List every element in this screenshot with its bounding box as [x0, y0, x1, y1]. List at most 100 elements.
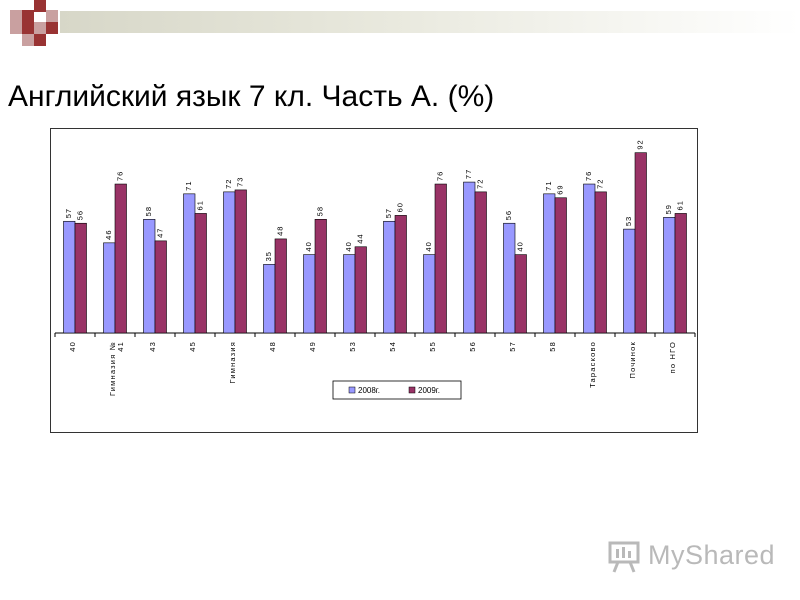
x-tick-label: 40	[68, 341, 77, 352]
bar-2009	[434, 183, 447, 334]
data-label: 44	[356, 233, 365, 243]
data-label: 69	[556, 184, 565, 194]
bar-2009	[114, 183, 127, 334]
data-label: 59	[664, 204, 673, 214]
x-tick-label: Починок	[628, 341, 637, 379]
legend-label-2008: 2008г.	[358, 386, 380, 395]
bar-2008	[663, 217, 676, 334]
bar-2008	[63, 220, 76, 334]
data-label: 72	[224, 179, 233, 189]
data-label: 77	[464, 169, 473, 179]
x-tick-label: 55	[428, 341, 437, 352]
bar-2009	[74, 222, 87, 334]
decoration-square	[34, 22, 46, 34]
data-label: 40	[424, 241, 433, 251]
data-label: 47	[156, 228, 165, 238]
bar-2008	[583, 183, 596, 334]
data-label: 61	[676, 200, 685, 210]
bar-2009	[314, 219, 327, 334]
bar-2008	[183, 193, 196, 334]
data-label: 56	[504, 210, 513, 220]
data-label: 56	[76, 210, 85, 220]
bar-2009	[634, 152, 647, 334]
bar-2008	[463, 181, 476, 334]
bar-2008	[503, 222, 516, 334]
data-label: 57	[64, 208, 73, 218]
bar-2009	[154, 240, 167, 334]
data-label: 40	[304, 241, 313, 251]
bar-2009	[354, 246, 367, 334]
x-tick-label: 57	[508, 341, 517, 352]
bar-2008	[343, 254, 356, 334]
data-label: 72	[476, 179, 485, 189]
legend-swatch-2008	[348, 386, 356, 394]
decoration-square	[10, 10, 22, 22]
bar-2008	[383, 220, 396, 334]
x-tick-label: по НГО	[668, 341, 677, 373]
bar-2009	[674, 213, 687, 334]
bar-2009	[274, 238, 287, 334]
x-tick-label: 45	[188, 341, 197, 352]
data-label: 73	[236, 177, 245, 187]
data-label: 76	[436, 171, 445, 181]
bar-2009	[594, 191, 607, 334]
bar-2008	[143, 219, 156, 334]
bar-2009	[194, 213, 207, 334]
bar-2009	[554, 197, 567, 334]
legend-label-2009: 2009г.	[418, 386, 440, 395]
bar-2009	[394, 215, 407, 334]
decoration-square	[10, 22, 22, 34]
presentation-board-icon	[608, 541, 640, 573]
title-decoration	[0, 0, 800, 50]
x-tick-label: 48	[268, 341, 277, 352]
watermark: MyShared	[606, 536, 776, 576]
bar-2009	[514, 254, 527, 334]
x-tick-label: 49	[308, 341, 317, 352]
decoration-square	[34, 34, 46, 46]
decoration-square	[22, 22, 34, 34]
data-label: 58	[316, 206, 325, 216]
bar-2008	[623, 228, 636, 334]
bar-2008	[543, 193, 556, 334]
data-label: 58	[144, 206, 153, 216]
data-label: 76	[584, 171, 593, 181]
data-label: 76	[116, 171, 125, 181]
data-label: 61	[196, 200, 205, 210]
data-label: 40	[516, 241, 525, 251]
x-tick-label: Гимназия	[228, 341, 237, 384]
x-tick-label: 56	[468, 341, 477, 352]
data-label: 71	[544, 180, 553, 190]
bar-2008	[423, 254, 436, 334]
data-label: 35	[264, 251, 273, 261]
decoration-square	[22, 34, 34, 46]
x-tick-label: 43	[148, 341, 157, 352]
x-tick-label: 58	[548, 341, 557, 352]
bar-2008	[223, 191, 236, 334]
bar-2008	[103, 242, 116, 334]
x-tick-label: 53	[348, 341, 357, 352]
data-label: 72	[596, 179, 605, 189]
bar-2008	[303, 254, 316, 334]
data-label: 57	[384, 208, 393, 218]
chart-container: 57 56 40 46 76 Гимназия №41 58 47 43 71 61 45 72 73 Ги…	[50, 128, 698, 433]
legend-swatch-2009	[408, 386, 416, 394]
decoration-bar	[60, 11, 800, 33]
slide-title: Английский язык 7 кл. Часть А. (%)	[8, 80, 495, 113]
decoration-square	[22, 10, 34, 22]
x-tick-label: 54	[388, 341, 397, 352]
decoration-square	[46, 22, 58, 34]
decoration-square	[34, 0, 46, 12]
watermark-text: MyShared	[648, 540, 776, 570]
legend	[332, 380, 462, 400]
data-label: 40	[344, 241, 353, 251]
x-tick-label: Тарасково	[588, 341, 597, 388]
bar-2009	[234, 189, 247, 334]
data-label: 92	[636, 139, 645, 149]
data-label: 46	[104, 229, 113, 239]
bar-2008	[263, 264, 276, 334]
decoration-square	[46, 10, 58, 22]
bar-2009	[474, 191, 487, 334]
data-label: 71	[184, 180, 193, 190]
data-label: 48	[276, 226, 285, 236]
